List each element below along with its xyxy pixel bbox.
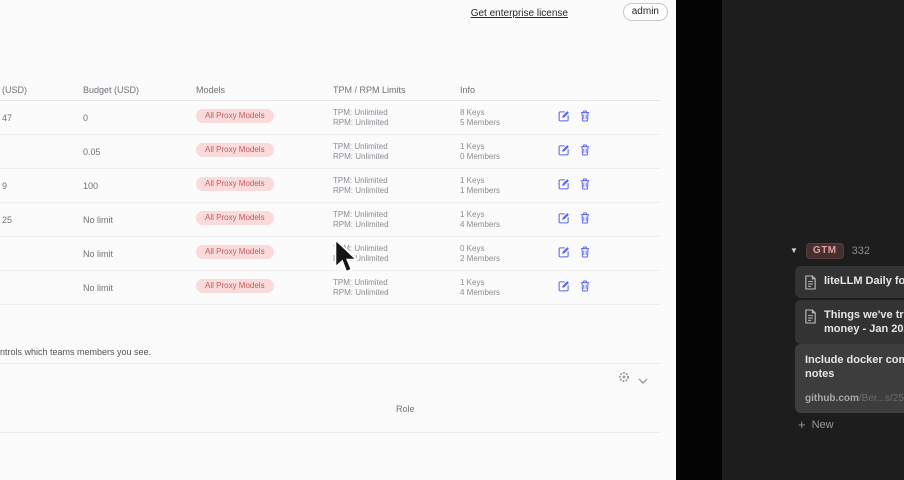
teams-table: (USD) Budget (USD) Models TPM / RPM Limi…	[0, 82, 660, 305]
document-icon	[805, 309, 816, 324]
delete-icon[interactable]	[579, 212, 591, 224]
spend-cell: 9	[2, 181, 8, 191]
table-row: 25 No limit All Proxy Models TPM: Unlimi…	[0, 203, 660, 237]
delete-icon[interactable]	[579, 178, 591, 190]
info-cell: 1 Keys 0 Members	[460, 142, 501, 161]
admin-user-button[interactable]: admin	[622, 3, 668, 21]
table-row: 9 100 All Proxy Models TPM: Unlimited RPM…	[0, 169, 660, 203]
table-row: No limit All Proxy Models TPM: Unlimited…	[0, 271, 660, 305]
note-title: Include docker comma notes	[805, 354, 904, 380]
row-actions	[558, 280, 591, 292]
role-column-header: Role	[396, 404, 415, 414]
section-divider	[0, 363, 660, 364]
chevron-down-icon[interactable]	[638, 372, 648, 384]
col-header-models: Models	[196, 85, 226, 95]
new-note-button[interactable]: + New	[798, 418, 834, 431]
note-title: Things we've tried money - Jan 2023	[824, 309, 904, 335]
edit-icon[interactable]	[558, 280, 570, 292]
budget-cell: 0	[83, 113, 89, 123]
row-actions	[558, 144, 591, 156]
edit-icon[interactable]	[558, 178, 570, 190]
limits-cell: TPM: Unlimited RPM: Unlimited	[333, 278, 389, 297]
edit-icon[interactable]	[558, 246, 570, 258]
enterprise-license-link[interactable]: Get enterprise license	[470, 8, 568, 19]
spend-cell: 47	[2, 113, 13, 123]
table-row: 0.05 All Proxy Models TPM: Unlimited RPM:…	[0, 135, 660, 169]
note-card[interactable]: liteLLM Daily forma	[795, 266, 904, 298]
gear-icon[interactable]	[618, 370, 630, 383]
delete-icon[interactable]	[579, 110, 591, 122]
teams-visibility-caption: ntrols which teams members you see.	[0, 347, 152, 357]
all-proxy-models-badge: All Proxy Models	[196, 109, 274, 123]
delete-icon[interactable]	[579, 280, 591, 292]
note-card[interactable]: Things we've tried money - Jan 2023	[795, 300, 904, 344]
collapse-triangle-icon[interactable]: ▼	[790, 246, 798, 255]
info-cell: 1 Keys 1 Members	[460, 176, 501, 195]
all-proxy-models-badge: All Proxy Models	[196, 245, 274, 259]
info-cell: 0 Keys 2 Members	[460, 244, 501, 263]
models-cell: All Proxy Models	[196, 279, 274, 293]
row-actions	[558, 178, 591, 190]
window-gutter	[676, 0, 722, 480]
models-cell: All Proxy Models	[196, 245, 274, 259]
group-count: 332	[851, 245, 870, 257]
row-actions	[558, 246, 591, 258]
gtm-group-header[interactable]: ▼ GTM 332	[790, 243, 870, 259]
plus-icon: +	[798, 417, 806, 432]
budget-cell: 0.05	[83, 147, 101, 157]
table-row: 47 0 All Proxy Models TPM: Unlimited RPM:…	[0, 101, 660, 135]
all-proxy-models-badge: All Proxy Models	[196, 143, 274, 157]
info-cell: 1 Keys 4 Members	[460, 210, 501, 229]
edit-icon[interactable]	[558, 144, 570, 156]
edit-icon[interactable]	[558, 212, 570, 224]
budget-cell: No limit	[83, 249, 114, 259]
notes-side-panel: ▼ GTM 332 liteLLM Daily forma	[722, 0, 904, 480]
models-cell: All Proxy Models	[196, 143, 274, 157]
new-label: New	[811, 418, 834, 431]
limits-cell: TPM: Unlimited RPM: Unlimited	[333, 142, 389, 161]
note-title: liteLLM Daily forma	[824, 275, 904, 287]
gtm-tag: GTM	[805, 243, 844, 259]
github-link[interactable]: github.com/Ber...s/2587	[805, 393, 904, 404]
topbar: Get enterprise license admin	[0, 0, 676, 28]
limits-cell: TPM: Unlimited RPM: Unlimited	[333, 244, 389, 263]
delete-icon[interactable]	[579, 246, 591, 258]
table-row: No limit All Proxy Models TPM: Unlimited…	[0, 237, 660, 271]
admin-page: Get enterprise license admin (USD) Budge…	[0, 0, 676, 480]
settings-row	[0, 368, 660, 384]
all-proxy-models-badge: All Proxy Models	[196, 177, 274, 191]
col-header-limits: TPM / RPM Limits	[333, 85, 406, 95]
col-header-info: Info	[460, 85, 476, 95]
document-icon	[805, 275, 816, 290]
col-header-budget: Budget (USD)	[83, 85, 140, 95]
info-cell: 8 Keys 5 Members	[460, 108, 501, 127]
all-proxy-models-badge: All Proxy Models	[196, 211, 274, 225]
all-proxy-models-badge: All Proxy Models	[196, 279, 274, 293]
note-card-selected[interactable]: Include docker comma notes github.com/Be…	[795, 344, 904, 413]
models-cell: All Proxy Models	[196, 109, 274, 123]
row-actions	[558, 110, 591, 122]
table-header-row: (USD) Budget (USD) Models TPM / RPM Limi…	[0, 82, 660, 101]
limits-cell: TPM: Unlimited RPM: Unlimited	[333, 176, 389, 195]
section-divider	[0, 432, 660, 433]
delete-icon[interactable]	[579, 144, 591, 156]
row-actions	[558, 212, 591, 224]
budget-cell: 100	[83, 181, 99, 191]
models-cell: All Proxy Models	[196, 211, 274, 225]
edit-icon[interactable]	[558, 110, 570, 122]
budget-cell: No limit	[83, 283, 114, 293]
info-cell: 1 Keys 4 Members	[460, 278, 501, 297]
spend-cell: 25	[2, 215, 13, 225]
col-header-spend: (USD)	[2, 85, 27, 95]
models-cell: All Proxy Models	[196, 177, 274, 191]
budget-cell: No limit	[83, 215, 114, 225]
limits-cell: TPM: Unlimited RPM: Unlimited	[333, 210, 389, 229]
limits-cell: TPM: Unlimited RPM: Unlimited	[333, 108, 389, 127]
